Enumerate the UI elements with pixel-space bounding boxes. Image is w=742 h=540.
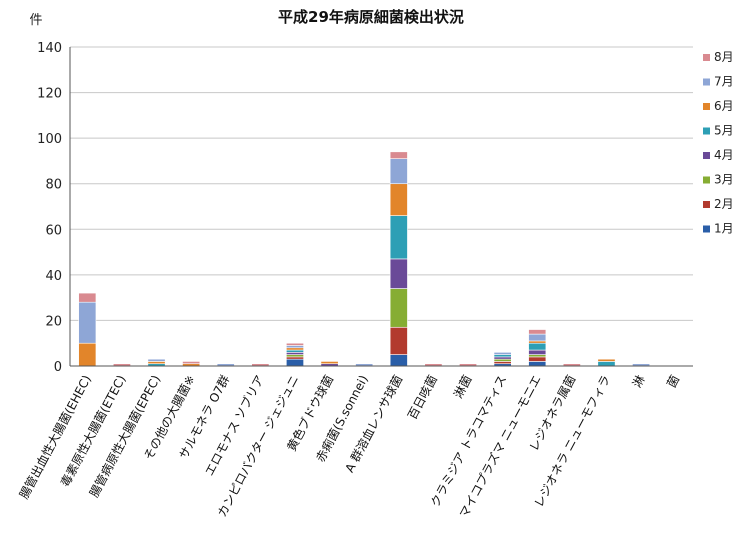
legend-swatch	[703, 78, 710, 86]
bar-segment	[286, 358, 304, 367]
bar-segment	[389, 158, 408, 185]
bar-segment	[286, 345, 304, 349]
bar-segment	[389, 183, 408, 216]
bar-segment	[493, 361, 512, 365]
legend-swatch	[703, 176, 710, 184]
bar-segment	[389, 288, 408, 328]
category-label: 毒素原性大腸菌(ETEC)	[58, 373, 129, 489]
bar-segment	[286, 349, 304, 353]
bar-segment	[286, 347, 304, 351]
legend-swatch	[703, 127, 710, 135]
y-tick-label: 60	[45, 223, 62, 238]
y-tick-label: 0	[54, 360, 62, 375]
bar-segment	[597, 358, 616, 362]
bar-segment	[147, 358, 166, 362]
legend-label: 1月	[714, 222, 734, 236]
bar-segment	[78, 301, 97, 344]
legend-swatch	[703, 152, 710, 159]
legend-label: 5月	[714, 124, 734, 138]
gridlines	[70, 46, 693, 321]
legend-label: 2月	[714, 197, 734, 211]
category-label: 淋	[630, 373, 648, 390]
chart-title: 平成29年病原細菌検出状況	[278, 8, 464, 26]
bar-segment	[320, 361, 339, 365]
bar-segment	[528, 356, 547, 362]
bar-segment	[528, 361, 547, 367]
y-tick-label: 40	[45, 269, 62, 284]
bar-segment	[389, 326, 408, 355]
bar-segment	[182, 361, 201, 365]
bar-segment	[286, 354, 304, 358]
y-tick-labels: 0 20 40 60 80 100 120 140	[37, 41, 62, 375]
legend-swatch	[703, 225, 710, 233]
bar-segment	[528, 354, 547, 358]
bar-segment	[528, 329, 547, 335]
y-tick-label: 140	[37, 41, 62, 56]
y-tick-label: 100	[37, 132, 62, 147]
category-label: 淋菌	[451, 373, 475, 401]
bar-segment	[528, 340, 547, 344]
category-labels: 腸管出血性大腸菌(EHEC)毒素原性大腸菌(ETEC)腸管病原性大腸菌(EPEC…	[16, 372, 682, 520]
bar-segment	[389, 258, 408, 289]
category-label: 菌	[664, 373, 682, 390]
bar-segment	[147, 361, 166, 365]
legend-label: 3月	[714, 173, 734, 187]
bar-segment	[286, 352, 304, 355]
bar-segment	[528, 342, 547, 351]
bar-segment	[389, 151, 408, 159]
y-tick-label: 80	[45, 178, 62, 193]
bar-segment	[286, 342, 304, 346]
bar-segment	[528, 349, 547, 355]
legend-swatch	[703, 54, 710, 61]
y-axis-label: 件	[29, 13, 42, 28]
legend-swatch	[703, 103, 710, 110]
bar-segment	[493, 358, 512, 362]
category-label: 百日咳菌	[405, 373, 440, 422]
legend-label: 4月	[714, 148, 734, 162]
legend-label: 7月	[714, 75, 734, 89]
bar-segment	[389, 215, 408, 260]
legend-swatch	[703, 201, 710, 208]
bar-segment	[493, 354, 512, 358]
axes	[69, 47, 693, 367]
legend-label: 8月	[714, 50, 734, 64]
legend: 8月 7月 6月 5月 4月 3月 2月 1月	[703, 50, 734, 236]
bar-segment	[528, 333, 547, 342]
bar-segment	[493, 356, 512, 360]
bar-segment	[286, 356, 304, 360]
bar-segment	[389, 354, 408, 367]
bar-segment	[493, 352, 512, 355]
legend-label: 6月	[714, 99, 734, 113]
bar-segment	[78, 342, 97, 367]
bar-segment	[597, 361, 616, 367]
y-tick-label: 120	[37, 87, 62, 102]
y-tick-label: 20	[45, 314, 62, 329]
bar-segment	[78, 292, 97, 303]
